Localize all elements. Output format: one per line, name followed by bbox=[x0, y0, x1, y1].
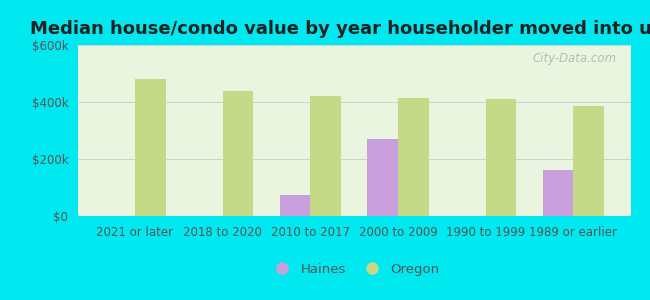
Bar bbox=[135, 79, 166, 216]
Bar bbox=[543, 170, 573, 216]
Bar bbox=[573, 106, 604, 216]
Bar bbox=[367, 139, 398, 216]
Title: Median house/condo value by year householder moved into unit: Median house/condo value by year househo… bbox=[29, 20, 650, 38]
Legend: Haines, Oregon: Haines, Oregon bbox=[263, 258, 445, 281]
Bar bbox=[398, 98, 429, 216]
Bar bbox=[223, 91, 254, 216]
Bar bbox=[486, 99, 517, 216]
Bar bbox=[280, 195, 311, 216]
Bar bbox=[311, 96, 341, 216]
Text: City-Data.com: City-Data.com bbox=[532, 52, 617, 65]
